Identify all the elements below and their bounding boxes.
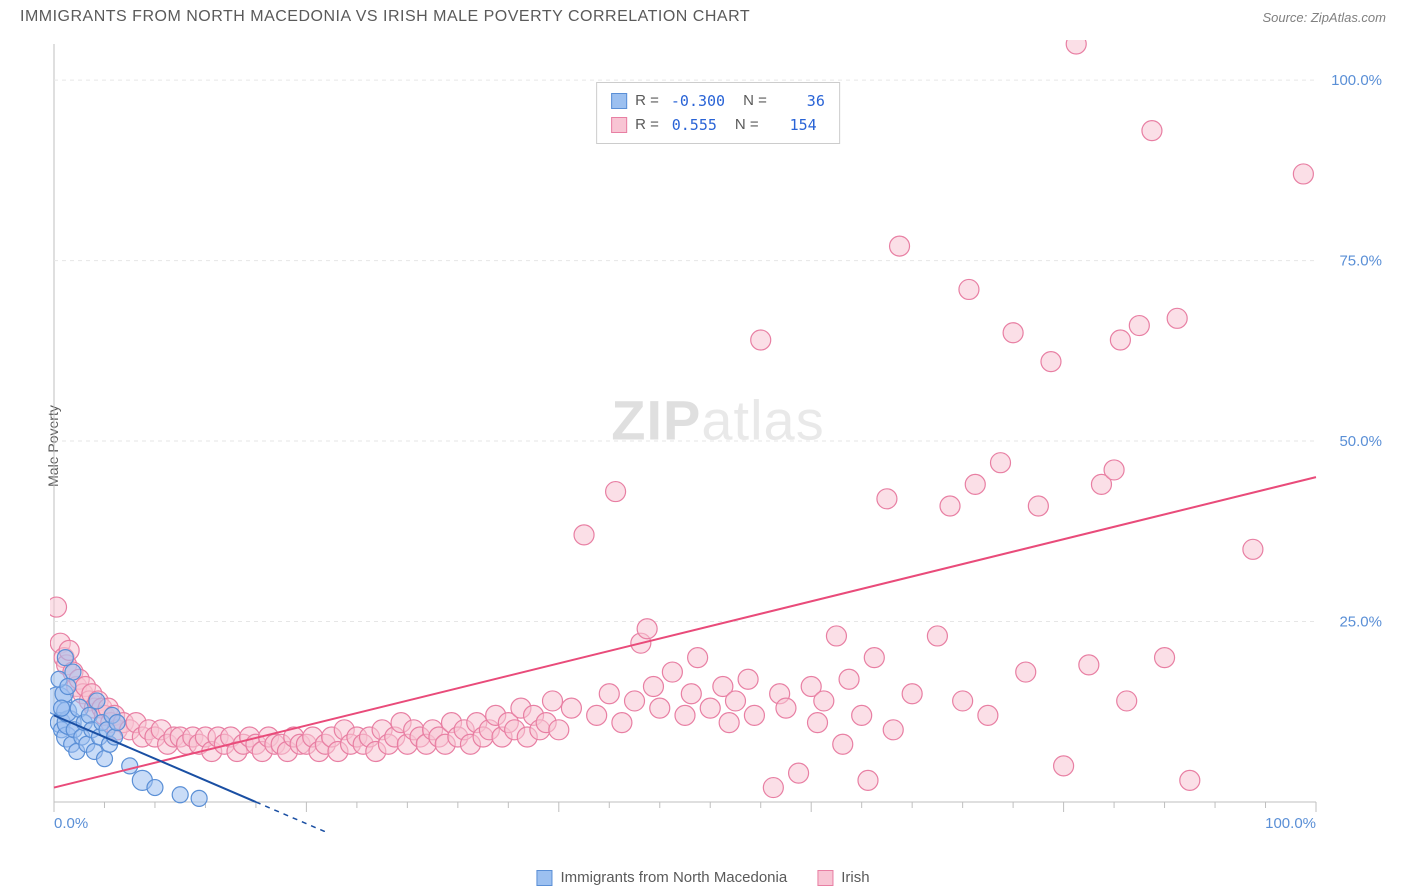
chart-title: IMMIGRANTS FROM NORTH MACEDONIA VS IRISH… bbox=[20, 8, 750, 26]
scatter-plot-svg: 25.0% 50.0% 75.0% 100.0% 0.0% 100.0% bbox=[50, 40, 1386, 832]
n-label: N = bbox=[735, 113, 759, 137]
legend-item: Immigrants from North Macedonia bbox=[536, 869, 787, 886]
svg-text:50.0%: 50.0% bbox=[1339, 433, 1382, 450]
legend-swatch bbox=[817, 870, 833, 886]
stats-legend-row: R = -0.300 N = 36 bbox=[611, 89, 825, 113]
r-label: R = bbox=[635, 113, 659, 137]
n-value: 154 bbox=[771, 113, 817, 137]
legend-swatch bbox=[611, 117, 627, 133]
svg-text:0.0%: 0.0% bbox=[54, 815, 88, 832]
legend-label: Irish bbox=[841, 869, 869, 886]
r-value: 0.555 bbox=[671, 113, 717, 137]
svg-text:75.0%: 75.0% bbox=[1339, 253, 1382, 270]
n-value: 36 bbox=[779, 89, 825, 113]
r-label: R = bbox=[635, 89, 659, 113]
svg-text:100.0%: 100.0% bbox=[1331, 72, 1382, 89]
n-label: N = bbox=[743, 89, 767, 113]
svg-text:100.0%: 100.0% bbox=[1265, 815, 1316, 832]
legend-label: Immigrants from North Macedonia bbox=[560, 869, 787, 886]
r-value: -0.300 bbox=[671, 89, 725, 113]
correlation-stats-legend: R =-0.300N =36R =0.555N =154 bbox=[596, 82, 840, 144]
legend-item: Irish bbox=[817, 869, 869, 886]
source-attribution: Source: ZipAtlas.com bbox=[1262, 10, 1386, 25]
series-legend: Immigrants from North Macedonia Irish bbox=[536, 869, 869, 886]
chart-area: 25.0% 50.0% 75.0% 100.0% 0.0% 100.0% R = -0.30… bbox=[50, 40, 1386, 832]
legend-swatch bbox=[536, 870, 552, 886]
legend-swatch bbox=[611, 93, 627, 109]
svg-text:25.0%: 25.0% bbox=[1339, 614, 1382, 631]
stats-legend-row: R = 0.555 N = 154 bbox=[611, 113, 825, 137]
